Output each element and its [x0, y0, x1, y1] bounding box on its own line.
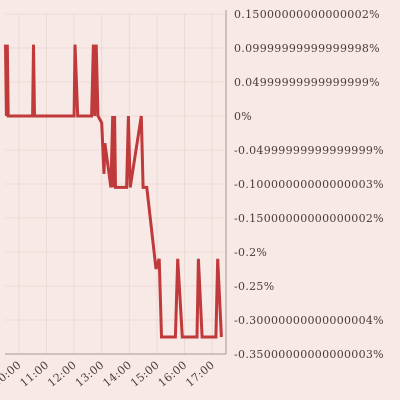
series-line-1 [4, 44, 223, 339]
x-tick-label: 11:00 [18, 358, 52, 389]
x-tick-label: 12:00 [45, 358, 79, 389]
y-tick-label: -0.15000000000000002% [234, 212, 384, 225]
x-tick-label: 10:00 [0, 358, 24, 389]
x-tick-label: 14:00 [100, 358, 134, 389]
y-tick-label: 0% [234, 110, 252, 123]
y-tick-label: 0.09999999999999998% [234, 42, 380, 55]
y-tick-label: -0.25% [234, 280, 274, 293]
y-tick-label: -0.30000000000000004% [234, 314, 384, 327]
x-tick-label: 16:00 [156, 358, 190, 389]
x-tick-label: 15:00 [128, 358, 162, 389]
y-tick-label: 0.15000000000000002% [234, 8, 380, 21]
y-tick-label: 0.04999999999999999% [234, 76, 380, 89]
y-tick-label: -0.04999999999999999% [234, 144, 384, 157]
series-layer [4, 44, 223, 339]
y-axis: 0.15000000000000002% 0.09999999999999998%… [225, 8, 384, 361]
y-tick-label: -0.35000000000000003% [234, 348, 384, 361]
x-tick-label: 17:00 [183, 358, 217, 389]
y-tick-label: -0.10000000000000003% [234, 178, 384, 191]
y-tick-label: -0.2% [234, 246, 267, 259]
x-tick-label: 13:00 [73, 358, 107, 389]
